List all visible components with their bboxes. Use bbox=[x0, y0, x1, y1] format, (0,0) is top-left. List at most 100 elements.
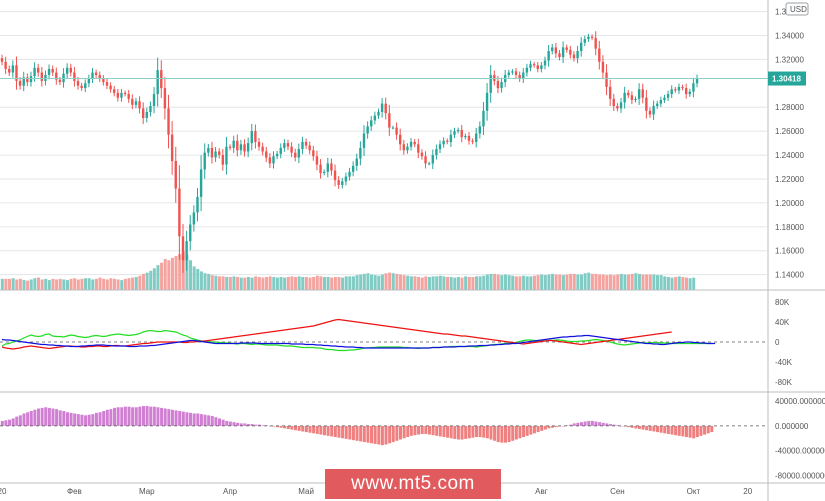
volume-bar bbox=[431, 276, 435, 290]
candle bbox=[344, 176, 348, 182]
candle bbox=[406, 146, 409, 151]
histogram-bar bbox=[319, 425, 323, 435]
candle bbox=[330, 163, 333, 171]
candle bbox=[551, 47, 554, 52]
candle bbox=[695, 78, 699, 84]
histogram-bar bbox=[275, 425, 279, 428]
candle bbox=[619, 102, 623, 109]
volume-bar bbox=[587, 272, 591, 290]
candle bbox=[333, 170, 337, 181]
histogram-bar bbox=[149, 406, 153, 426]
histogram-bar bbox=[409, 425, 413, 436]
volume-bar bbox=[315, 275, 319, 290]
volume-bar bbox=[348, 276, 352, 290]
volume-bar bbox=[569, 273, 573, 290]
histogram-bar bbox=[301, 425, 305, 432]
candle bbox=[279, 147, 282, 154]
candle bbox=[612, 98, 615, 107]
volume-bar bbox=[185, 254, 189, 290]
price-tick-label: 1.28000 bbox=[775, 103, 804, 112]
histogram-bar bbox=[460, 425, 464, 440]
candle bbox=[312, 150, 315, 157]
histogram-bar bbox=[47, 407, 51, 426]
histogram-bar bbox=[127, 406, 131, 426]
volume-bar bbox=[362, 273, 366, 290]
histogram-bar bbox=[594, 421, 598, 426]
candle bbox=[69, 67, 72, 73]
candle bbox=[663, 97, 666, 101]
candle bbox=[185, 241, 188, 261]
volume-bar bbox=[503, 274, 507, 290]
candle bbox=[413, 141, 416, 145]
histogram-bar bbox=[464, 425, 468, 439]
histogram-bar bbox=[627, 425, 631, 428]
volume-bar bbox=[283, 277, 287, 290]
price-tick-label: 1.18000 bbox=[775, 223, 804, 232]
histogram-bar bbox=[551, 425, 555, 428]
volume-bar bbox=[87, 278, 91, 290]
candle bbox=[467, 135, 471, 141]
volume-bar bbox=[149, 270, 153, 290]
histogram-bar bbox=[703, 425, 707, 435]
candle bbox=[424, 156, 427, 164]
histogram-bar bbox=[286, 425, 290, 429]
histogram-bar bbox=[359, 425, 363, 442]
volume-bar bbox=[44, 278, 48, 290]
histogram-bar bbox=[507, 425, 511, 443]
histogram-bar bbox=[663, 425, 667, 434]
watermark-text: www.mt5.com bbox=[351, 473, 475, 494]
volume-bar bbox=[22, 280, 26, 290]
histogram-bar bbox=[246, 424, 250, 426]
candle bbox=[199, 169, 203, 197]
candle bbox=[540, 65, 543, 69]
histogram-bar bbox=[105, 409, 109, 426]
volume-bar bbox=[648, 274, 652, 290]
histogram-bar bbox=[55, 409, 59, 426]
volume-bar bbox=[254, 276, 258, 290]
volume-bar bbox=[616, 274, 620, 290]
volume-bar bbox=[199, 271, 203, 290]
volume-bar bbox=[514, 276, 518, 290]
histogram-bar bbox=[482, 425, 486, 438]
candle bbox=[145, 112, 148, 118]
histogram-bar bbox=[160, 407, 164, 426]
volume-bar bbox=[127, 278, 131, 290]
candle bbox=[659, 100, 663, 104]
histogram-bar bbox=[431, 425, 435, 436]
dmi-adx-line bbox=[1, 334, 716, 349]
candle bbox=[243, 144, 246, 152]
candle bbox=[500, 82, 503, 89]
volume-bar bbox=[590, 273, 594, 290]
time-tick-label: Окт bbox=[687, 487, 701, 496]
volume-bar bbox=[40, 279, 44, 290]
histogram-bar bbox=[605, 423, 609, 426]
volume-bar bbox=[366, 273, 370, 290]
candle bbox=[590, 36, 594, 38]
volume-bar bbox=[478, 276, 482, 290]
candle bbox=[272, 156, 275, 164]
histogram-bar bbox=[692, 425, 696, 439]
histogram-bar bbox=[312, 425, 316, 434]
candle bbox=[4, 61, 7, 69]
candle bbox=[681, 86, 684, 89]
histogram-bar bbox=[199, 414, 203, 426]
volume-bar bbox=[344, 276, 348, 290]
histogram-bar bbox=[706, 425, 710, 434]
candle bbox=[532, 64, 536, 66]
currency-badge[interactable]: USD bbox=[785, 2, 809, 16]
time-tick-label: Авг bbox=[535, 487, 548, 496]
candle bbox=[630, 95, 634, 101]
volume-bar bbox=[641, 274, 645, 290]
volume-bar bbox=[460, 277, 464, 290]
histogram-bar bbox=[4, 420, 8, 426]
candle bbox=[569, 49, 572, 55]
histogram-bar bbox=[377, 425, 381, 445]
candle bbox=[181, 236, 185, 261]
volume-bar bbox=[525, 276, 529, 290]
candle bbox=[286, 143, 290, 147]
candle bbox=[511, 71, 514, 73]
histogram-bar bbox=[98, 412, 102, 426]
volume-bar bbox=[547, 274, 551, 290]
